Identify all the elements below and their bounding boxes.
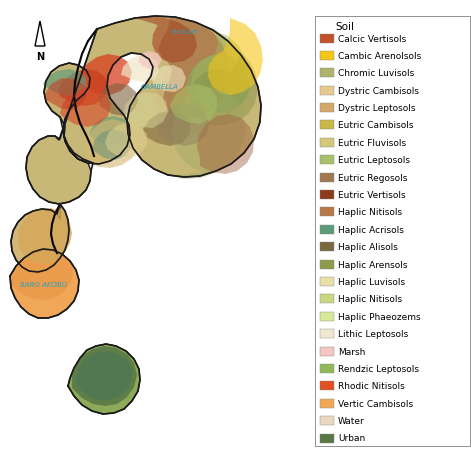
Polygon shape xyxy=(158,18,230,120)
Polygon shape xyxy=(320,399,334,408)
Text: Marsh: Marsh xyxy=(338,347,365,356)
Polygon shape xyxy=(58,70,108,107)
Text: Lithic Leptosols: Lithic Leptosols xyxy=(338,329,408,338)
Polygon shape xyxy=(320,139,334,148)
Text: Urban: Urban xyxy=(338,434,365,443)
Polygon shape xyxy=(320,416,334,425)
Polygon shape xyxy=(75,55,132,96)
Text: Calcic Vertisols: Calcic Vertisols xyxy=(338,34,406,43)
Polygon shape xyxy=(86,120,138,169)
Polygon shape xyxy=(135,17,197,64)
Polygon shape xyxy=(157,104,209,147)
Polygon shape xyxy=(10,249,79,318)
Polygon shape xyxy=(191,32,248,107)
Polygon shape xyxy=(320,225,334,234)
Text: Haplic Acrisols: Haplic Acrisols xyxy=(338,225,404,234)
Polygon shape xyxy=(11,205,69,272)
Polygon shape xyxy=(93,130,131,161)
Polygon shape xyxy=(170,89,246,179)
Text: Haplic Arensols: Haplic Arensols xyxy=(338,260,407,269)
Polygon shape xyxy=(320,156,334,165)
Polygon shape xyxy=(18,207,72,265)
Polygon shape xyxy=(197,115,254,175)
Polygon shape xyxy=(315,17,470,446)
Polygon shape xyxy=(320,208,334,217)
Text: BARO AKOBO: BARO AKOBO xyxy=(20,281,67,288)
Polygon shape xyxy=(60,89,111,128)
Polygon shape xyxy=(320,87,334,96)
Polygon shape xyxy=(320,382,334,390)
Polygon shape xyxy=(68,344,140,414)
Text: GAMBELLA: GAMBELLA xyxy=(141,84,179,90)
Polygon shape xyxy=(320,69,334,78)
Text: Soil: Soil xyxy=(335,22,354,32)
Polygon shape xyxy=(153,17,240,134)
Polygon shape xyxy=(320,278,334,287)
Text: Eutric Vertisols: Eutric Vertisols xyxy=(338,190,406,199)
Polygon shape xyxy=(320,121,334,130)
Polygon shape xyxy=(35,22,45,47)
Text: Eutric Regosols: Eutric Regosols xyxy=(338,173,407,182)
Polygon shape xyxy=(320,434,334,443)
Text: Dystric Leptosols: Dystric Leptosols xyxy=(338,104,415,113)
Text: Haplic Nitisols: Haplic Nitisols xyxy=(338,295,402,304)
Text: Vertic Cambisols: Vertic Cambisols xyxy=(338,399,413,408)
Polygon shape xyxy=(320,34,334,43)
Polygon shape xyxy=(320,312,334,321)
Text: Haplic Luvisols: Haplic Luvisols xyxy=(338,278,405,287)
Polygon shape xyxy=(320,364,334,373)
Polygon shape xyxy=(26,17,261,205)
Polygon shape xyxy=(320,190,334,199)
Polygon shape xyxy=(320,52,334,61)
Polygon shape xyxy=(152,66,186,93)
Polygon shape xyxy=(98,84,138,117)
Text: Eutric Leptosols: Eutric Leptosols xyxy=(338,156,410,165)
Text: Eutric Fluvisols: Eutric Fluvisols xyxy=(338,139,406,148)
Polygon shape xyxy=(190,52,258,126)
Polygon shape xyxy=(143,112,190,147)
Polygon shape xyxy=(90,117,130,147)
Text: Water: Water xyxy=(338,416,365,425)
Text: Eutric Cambisols: Eutric Cambisols xyxy=(338,121,414,130)
Polygon shape xyxy=(121,56,159,83)
Polygon shape xyxy=(170,85,217,125)
Text: Haplic Nitisols: Haplic Nitisols xyxy=(338,208,402,217)
Polygon shape xyxy=(45,79,87,111)
Polygon shape xyxy=(105,123,147,159)
Polygon shape xyxy=(138,52,162,70)
Polygon shape xyxy=(320,260,334,269)
Polygon shape xyxy=(320,347,334,356)
Polygon shape xyxy=(320,173,334,182)
Text: Rhodic Nitisols: Rhodic Nitisols xyxy=(338,382,405,390)
Text: Chromic Luvisols: Chromic Luvisols xyxy=(338,69,414,78)
Text: Haplic Alisols: Haplic Alisols xyxy=(338,243,398,252)
Polygon shape xyxy=(75,351,132,400)
Polygon shape xyxy=(320,243,334,252)
Polygon shape xyxy=(320,295,334,304)
Text: N: N xyxy=(36,52,44,62)
Text: Rendzic Leptosols: Rendzic Leptosols xyxy=(338,364,419,373)
Polygon shape xyxy=(43,70,86,97)
Polygon shape xyxy=(320,329,334,338)
Polygon shape xyxy=(72,346,137,406)
Text: Haplic Phaeozems: Haplic Phaeozems xyxy=(338,312,421,321)
Polygon shape xyxy=(208,19,263,96)
Polygon shape xyxy=(12,250,73,300)
Polygon shape xyxy=(123,93,168,129)
Text: Cambic Arenolsols: Cambic Arenolsols xyxy=(338,52,421,61)
Text: Dystric Cambisols: Dystric Cambisols xyxy=(338,87,419,96)
Polygon shape xyxy=(186,55,250,113)
Polygon shape xyxy=(320,104,334,113)
Text: TEKEZZE: TEKEZZE xyxy=(171,30,199,34)
